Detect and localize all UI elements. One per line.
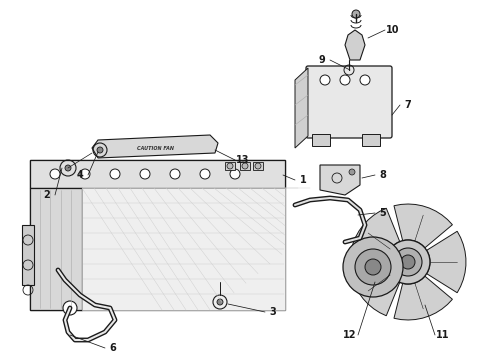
Circle shape (242, 163, 248, 169)
Text: 11: 11 (436, 330, 450, 340)
Polygon shape (350, 264, 400, 316)
FancyBboxPatch shape (306, 66, 392, 138)
Circle shape (349, 169, 355, 175)
Circle shape (365, 259, 381, 275)
Bar (362, 134, 380, 146)
Bar (312, 134, 330, 146)
Circle shape (200, 169, 210, 179)
Polygon shape (345, 30, 365, 60)
Circle shape (255, 163, 261, 169)
Circle shape (80, 169, 90, 179)
Text: 4: 4 (76, 170, 83, 180)
Polygon shape (427, 231, 466, 293)
Bar (82, 188, 285, 310)
Text: 6: 6 (110, 343, 117, 353)
Circle shape (140, 169, 150, 179)
Polygon shape (295, 68, 308, 148)
Text: CAUTION FAN: CAUTION FAN (137, 145, 173, 150)
Text: 10: 10 (386, 25, 400, 35)
Bar (240, 162, 250, 170)
Text: 12: 12 (343, 330, 357, 340)
Text: 9: 9 (318, 55, 325, 65)
Circle shape (360, 75, 370, 85)
Text: 1: 1 (299, 175, 306, 185)
Bar (30, 188, 82, 310)
Circle shape (320, 75, 330, 85)
Polygon shape (30, 160, 285, 310)
Text: 3: 3 (270, 307, 276, 317)
Circle shape (352, 10, 360, 18)
Circle shape (170, 169, 180, 179)
Polygon shape (350, 208, 400, 261)
Circle shape (340, 75, 350, 85)
Circle shape (65, 165, 71, 171)
Text: 2: 2 (44, 190, 50, 200)
Polygon shape (92, 135, 218, 158)
Circle shape (227, 163, 233, 169)
Bar (30, 160, 285, 188)
Circle shape (50, 169, 60, 179)
Polygon shape (394, 276, 452, 320)
Circle shape (343, 237, 403, 297)
Polygon shape (320, 165, 360, 195)
Circle shape (386, 240, 430, 284)
Circle shape (401, 255, 415, 269)
Circle shape (110, 169, 120, 179)
Circle shape (230, 169, 240, 179)
Text: 8: 8 (380, 170, 387, 180)
Text: 5: 5 (380, 208, 387, 218)
Circle shape (355, 249, 391, 285)
Bar (253, 162, 263, 170)
Text: 13: 13 (236, 155, 250, 165)
Bar (22, 225, 34, 285)
Circle shape (63, 301, 77, 315)
Circle shape (217, 299, 223, 305)
Circle shape (394, 248, 422, 276)
Circle shape (97, 147, 103, 153)
Bar (225, 162, 235, 170)
Polygon shape (394, 204, 452, 248)
Text: 7: 7 (405, 100, 412, 110)
